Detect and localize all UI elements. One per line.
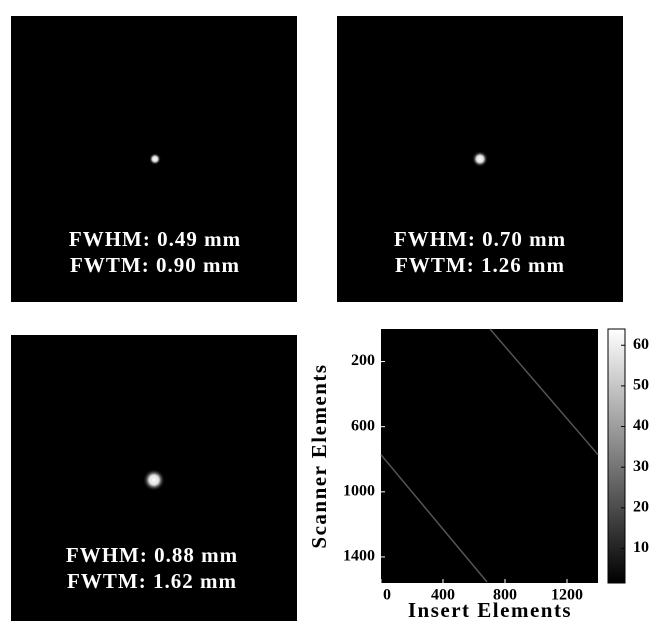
- colorbar-tick-label: 30: [633, 458, 649, 475]
- y-tick-label: 1400: [343, 548, 375, 565]
- colorbar-tick-label: 50: [633, 377, 649, 394]
- x-tick-label: 400: [431, 587, 455, 604]
- colorbar-tick-label: 40: [633, 417, 649, 434]
- colorbar-tick-label: 60: [633, 336, 649, 353]
- fwhm: FWHM: 0.88 mm: [66, 543, 238, 567]
- psf-spot: [472, 151, 488, 167]
- psf-spot: [143, 469, 165, 491]
- y-tick-label: 1000: [343, 482, 375, 499]
- y-tick-label: 600: [351, 417, 375, 434]
- colorbar: [608, 329, 625, 583]
- y-tick-label: 200: [351, 352, 375, 369]
- fwtm: FWTM: 1.62 mm: [67, 569, 237, 593]
- fwtm: FWTM: 0.90 mm: [70, 253, 240, 277]
- x-tick-label: 800: [493, 587, 517, 604]
- psf-spot: [149, 153, 161, 165]
- fwhm: FWHM: 0.70 mm: [394, 227, 566, 251]
- x-tick-label: 1200: [551, 587, 583, 604]
- fwhm: FWHM: 0.49 mm: [69, 227, 241, 251]
- colorbar-tick-label: 10: [633, 539, 649, 556]
- colorbar-tick-label: 20: [633, 498, 649, 515]
- fwtm: FWTM: 1.26 mm: [395, 253, 565, 277]
- heatmap-area: [381, 329, 598, 583]
- x-tick-label: 0: [383, 587, 391, 604]
- y-axis-label: Scanner Elements: [307, 363, 331, 548]
- figure: FWHM: 0.49 mm FWTM: 0.90 mm FWHM: 0.70 m…: [0, 0, 654, 628]
